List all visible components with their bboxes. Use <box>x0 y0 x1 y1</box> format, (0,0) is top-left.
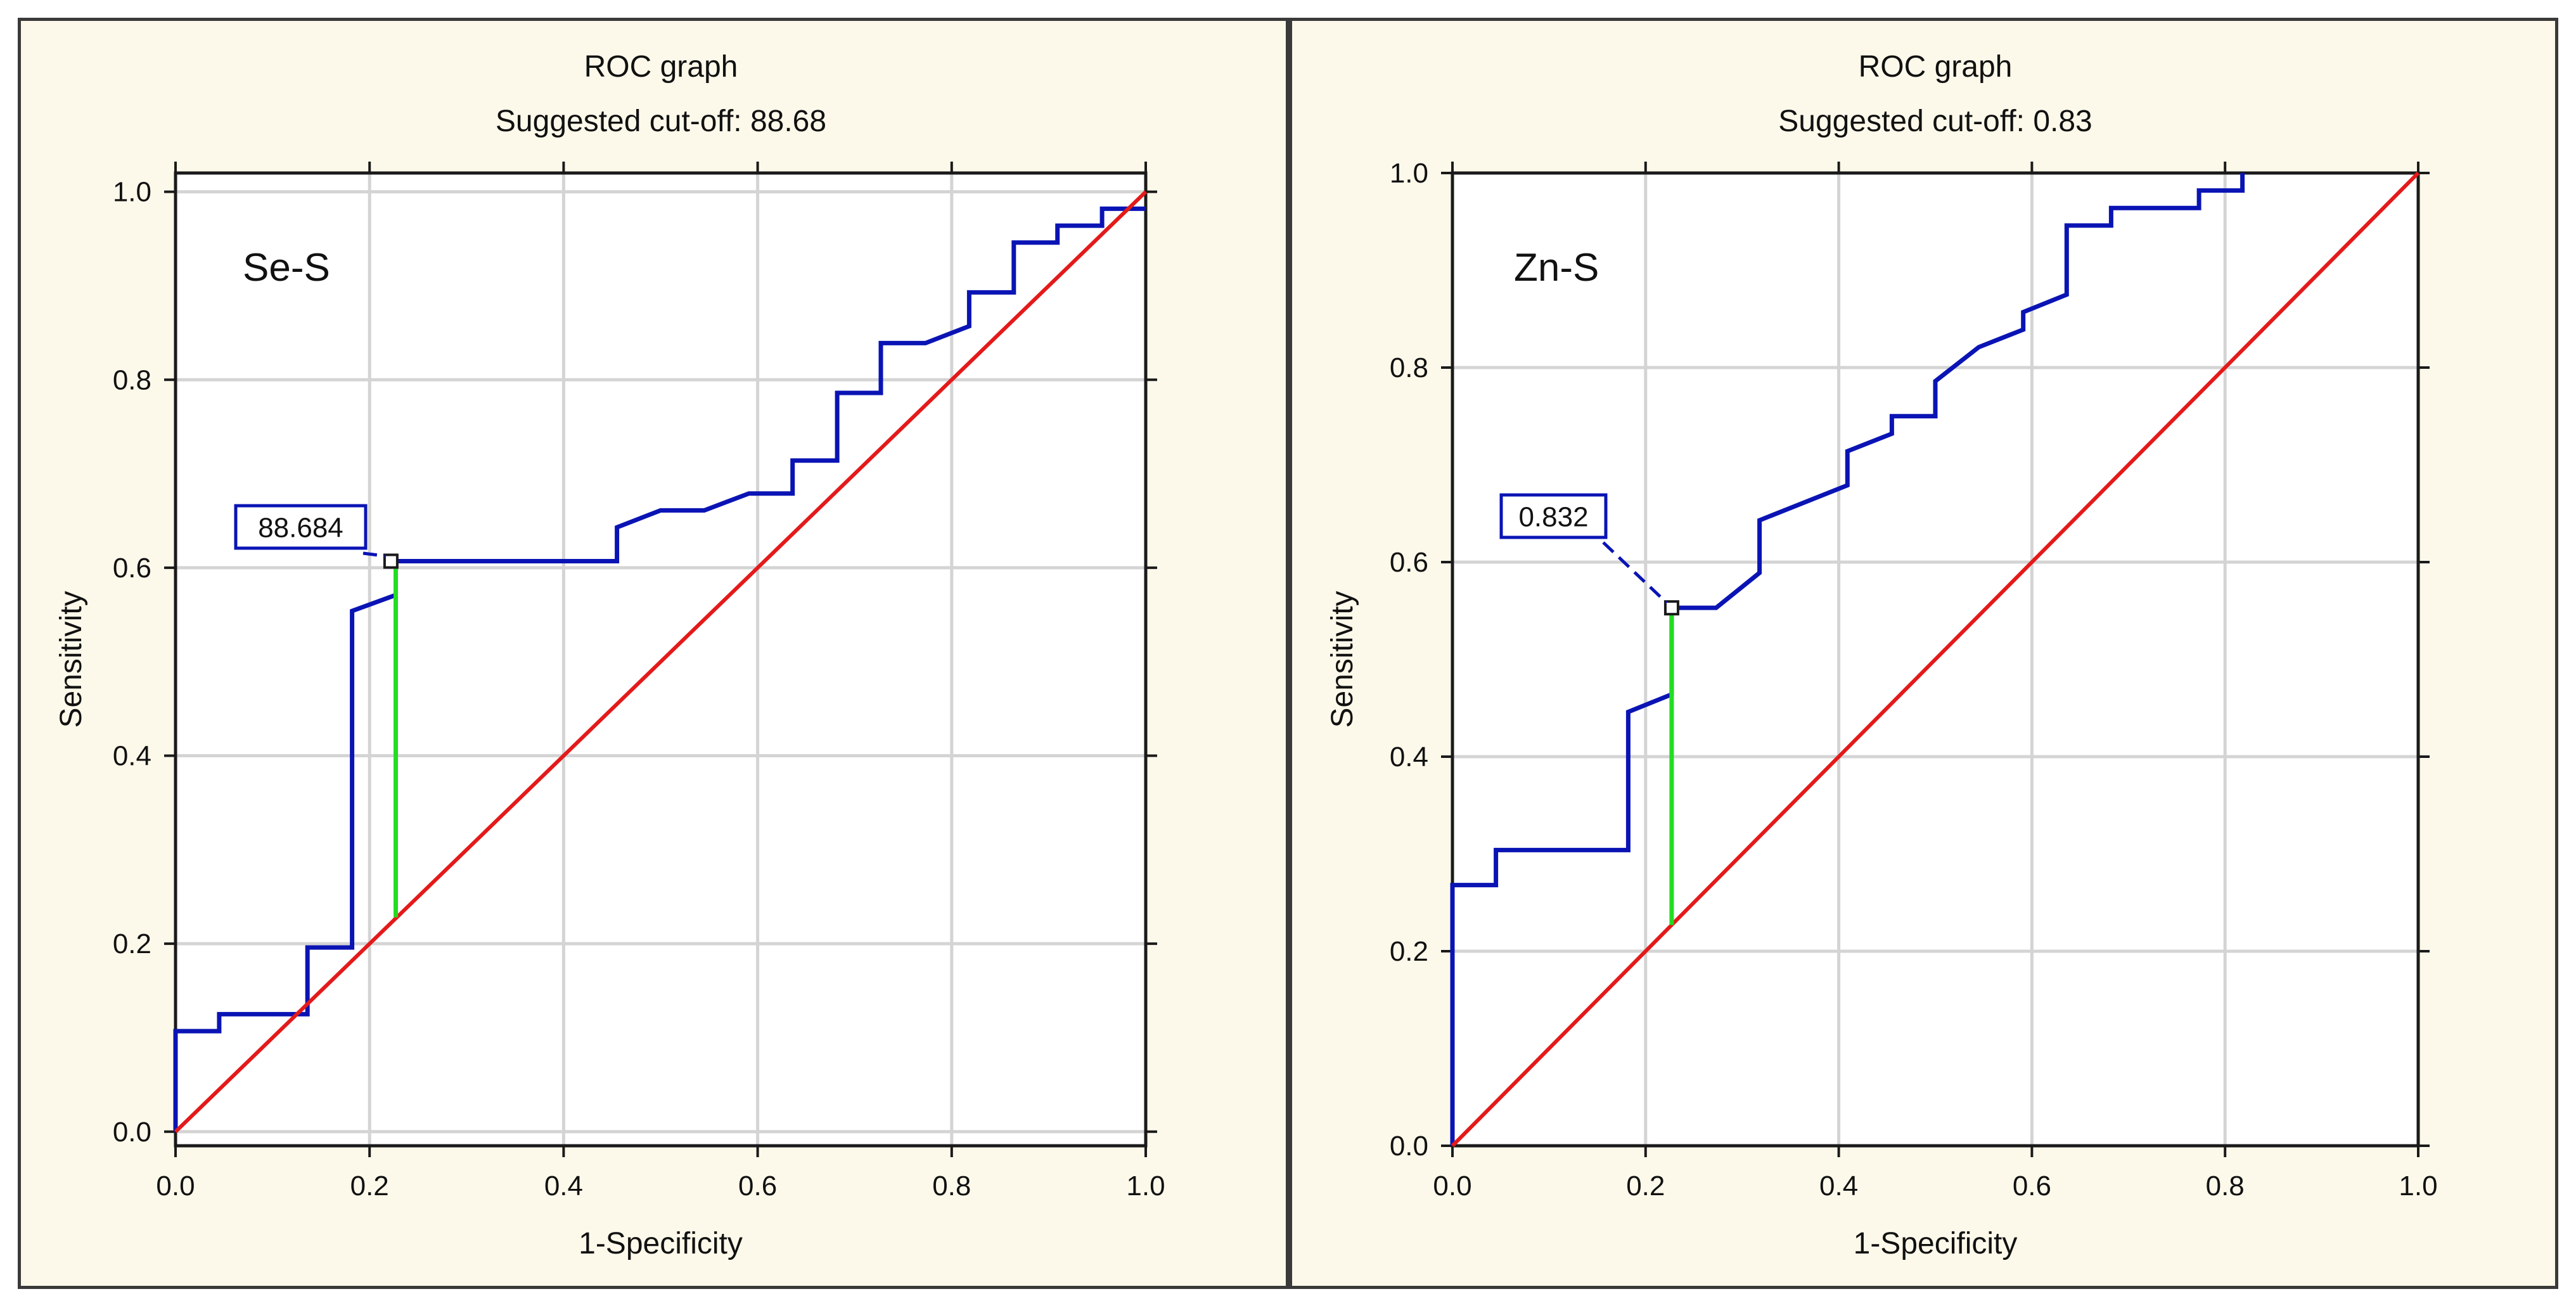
roc-chart-zn-s: 0.0 0.2 0.4 0.6 0.8 1.0 0.0 0.2 0.4 0.6 0.8 1.0 ROC … <box>1326 50 2438 1260</box>
y-tick-label: 0.2 <box>113 928 151 959</box>
y-axis-label: Sensitivity <box>1326 591 1359 728</box>
cutoff-marker <box>1663 600 1679 616</box>
chart-subtitle: Suggested cut-off: 88.68 <box>496 105 826 138</box>
chart-title: ROC graph <box>1859 50 2013 84</box>
roc-curve <box>1450 173 2245 1146</box>
y-tick-label: 0.2 <box>1390 936 1428 967</box>
x-tick-label: 0.8 <box>2206 1170 2245 1202</box>
y-tick-label: 1.0 <box>1390 158 1428 189</box>
x-tick-label: 0.0 <box>156 1170 195 1202</box>
x-tick-label: 0.2 <box>1626 1170 1665 1202</box>
plot-frame <box>174 171 1148 1148</box>
x-tick-label: 0.6 <box>2013 1170 2051 1202</box>
y-tick-label: 1.0 <box>113 177 151 208</box>
x-axis-label: 1-Specificity <box>579 1227 743 1260</box>
roc-panel-zn-s: 0.0 0.2 0.4 0.6 0.8 1.0 0.0 0.2 0.4 0.6 0.8 1.0 ROC … <box>1289 18 2558 1289</box>
cutoff-label-box <box>234 504 368 550</box>
cutoff-leader <box>1602 541 1668 604</box>
y-tick-label: 0.8 <box>113 364 151 395</box>
roc-chart-se-s: 0.0 0.2 0.4 0.6 0.8 1.0 0.0 0.2 0.4 0.6 0.8 1.0 ROC … <box>54 50 1165 1260</box>
x-tick-label: 0.8 <box>932 1170 971 1202</box>
reference-diagonal <box>174 190 1148 1133</box>
cutoff-leader <box>362 551 387 558</box>
cutoff-label: 88.684 <box>258 513 343 544</box>
x-tick-label: 0.6 <box>738 1170 777 1202</box>
roc-panel-se-s: 0.0 0.2 0.4 0.6 0.8 1.0 0.0 0.2 0.4 0.6 0.8 1.0 ROC … <box>18 18 1289 1289</box>
y-tick-label: 0.8 <box>1390 352 1428 383</box>
grid <box>174 173 1148 1146</box>
y-tick-label: 0.0 <box>113 1117 151 1148</box>
x-tick-label: 0.2 <box>350 1170 389 1202</box>
axis-ticks <box>164 162 1157 1157</box>
y-axis-label: Sensitivity <box>54 591 88 728</box>
x-tick-label: 1.0 <box>1126 1170 1165 1202</box>
cutoff-label-box <box>1499 493 1608 539</box>
cutoff-marker <box>383 553 399 569</box>
chart-subtitle: Suggested cut-off: 0.83 <box>1778 105 2092 138</box>
x-tick-label: 0.4 <box>1819 1170 1858 1202</box>
x-tick-label: 0.4 <box>544 1170 583 1202</box>
y-tick-label: 0.6 <box>113 553 151 584</box>
y-tick-label: 0.4 <box>113 741 151 772</box>
reference-diagonal <box>1451 171 2420 1148</box>
panel-annotation: Zn-S <box>1514 246 1599 290</box>
y-tick-label: 0.6 <box>1390 547 1428 578</box>
plot-frame <box>1451 171 2420 1148</box>
cutoff-label: 0.832 <box>1518 502 1588 533</box>
x-tick-label: 0.0 <box>1433 1170 1471 1202</box>
x-axis-label: 1-Specificity <box>1854 1227 2018 1260</box>
chart-title: ROC graph <box>584 50 738 84</box>
y-tick-label: 0.0 <box>1390 1131 1428 1162</box>
roc-curve <box>173 206 1146 1132</box>
x-tick-label: 1.0 <box>2399 1170 2437 1202</box>
panel-annotation: Se-S <box>243 246 330 290</box>
y-tick-label: 0.4 <box>1390 741 1428 773</box>
